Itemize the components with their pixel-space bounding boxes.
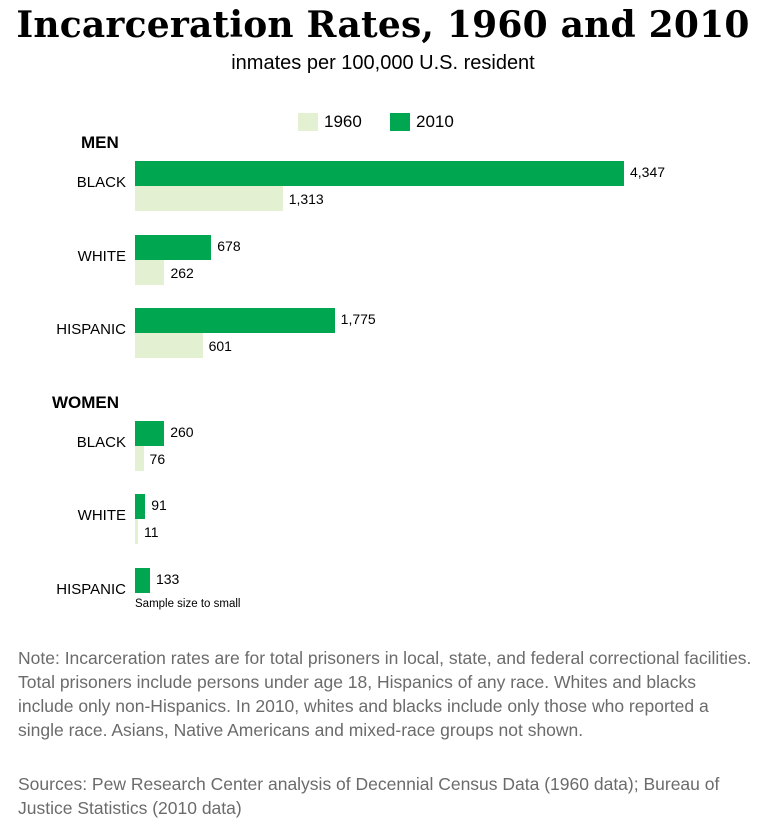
bar-1960-men-white (135, 260, 165, 285)
legend-label-2010: 2010 (416, 112, 454, 131)
bar-2010-women-white (135, 494, 146, 519)
value-label-1960-men-hispanic: 601 (208, 338, 232, 354)
bar-2010-women-black (135, 421, 165, 446)
category-label-men-hispanic: HISPANIC (56, 321, 126, 338)
category-label-men-black: BLACK (76, 174, 126, 191)
chart-title: Incarceration Rates, 1960 and 2010 (16, 4, 750, 46)
category-label-women-black: BLACK (76, 434, 126, 451)
legend-label-1960: 1960 (324, 112, 362, 131)
value-label-2010-women-hispanic: 133 (155, 571, 180, 587)
value-label-1960-men-black: 1,313 (288, 191, 324, 207)
chart-note: Note: Incarceration rates are for total … (18, 648, 752, 740)
value-label-2010-women-white: 91 (151, 497, 167, 513)
bar-1960-women-white (135, 519, 138, 544)
chart-subtitle: inmates per 100,000 U.S. resident (231, 52, 535, 74)
category-label-women-hispanic: HISPANIC (56, 581, 126, 598)
group-label-women: WOMEN (52, 393, 120, 412)
sample-note-women-hispanic: Sample size to small (135, 598, 241, 610)
bar-1960-women-black (135, 446, 144, 471)
value-label-1960-women-white: 11 (144, 524, 159, 540)
value-label-2010-men-black: 4,347 (630, 164, 666, 180)
value-label-1960-men-white: 262 (170, 265, 194, 281)
group-label-men: MEN (81, 133, 119, 152)
category-label-men-white: WHITE (77, 248, 126, 265)
bar-2010-men-black (135, 161, 624, 186)
chart-sources: Sources: Pew Research Center analysis of… (18, 774, 720, 818)
legend-swatch-2010 (390, 113, 410, 131)
legend-swatch-1960 (298, 113, 318, 131)
value-label-1960-women-black: 76 (149, 451, 166, 467)
value-label-2010-women-black: 260 (170, 424, 194, 440)
bar-2010-men-hispanic (135, 308, 335, 333)
value-label-2010-men-hispanic: 1,775 (340, 311, 376, 327)
bar-1960-men-black (135, 186, 283, 211)
category-label-women-white: WHITE (77, 507, 126, 524)
bar-2010-women-hispanic (135, 568, 150, 593)
bar-1960-men-hispanic (135, 333, 203, 358)
value-label-2010-men-white: 678 (217, 238, 241, 254)
bar-2010-men-white (135, 235, 212, 260)
